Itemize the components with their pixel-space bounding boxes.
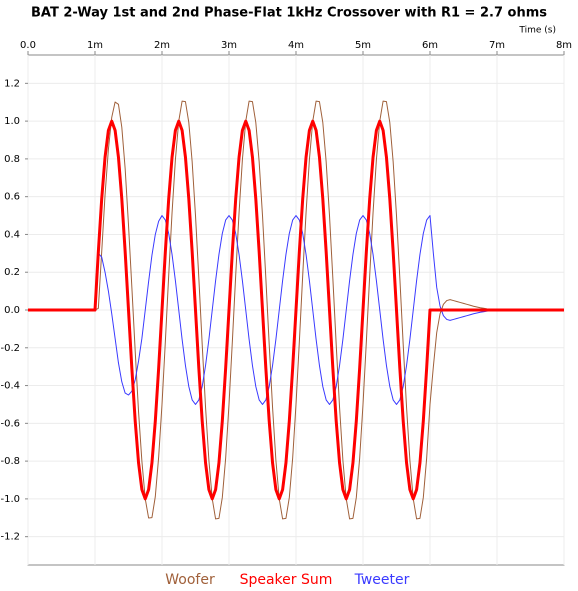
series-line	[28, 100, 564, 520]
y-tick-label: -0.4	[0, 381, 20, 392]
legend-label: Speaker Sum	[240, 572, 333, 588]
chart-title: BAT 2-Way 1st and 2nd Phase-Flat 1kHz Cr…	[31, 6, 547, 21]
x-tick-label: 8m	[556, 40, 572, 51]
y-tick-label: 0.4	[4, 229, 20, 240]
x-tick-label: 0.0	[20, 40, 36, 51]
x-tick-label: 6m	[422, 40, 438, 51]
y-tick-label: 1.0	[4, 116, 20, 127]
x-tick-label: 1m	[87, 40, 103, 51]
y-tick-label: 1.2	[4, 78, 20, 89]
y-tick-label: 0.6	[4, 192, 20, 203]
y-tick-label: -1.0	[0, 494, 20, 505]
series-line	[28, 215, 564, 405]
y-tick-label: 0.2	[4, 267, 20, 278]
x-tick-label: 7m	[489, 40, 505, 51]
x-tick-label: 3m	[221, 40, 237, 51]
y-tick-label: 0.8	[4, 154, 20, 165]
y-tick-label: -1.2	[0, 532, 20, 543]
y-tick-label: -0.2	[0, 343, 20, 354]
y-tick-label: -0.6	[0, 418, 20, 429]
series-line	[28, 119, 564, 501]
y-tick-label: 0.0	[4, 305, 20, 316]
legend-label: Tweeter	[354, 572, 410, 588]
x-axis-label: Time (s)	[518, 26, 556, 36]
legend-label: Woofer	[165, 572, 215, 588]
x-tick-label: 2m	[154, 40, 170, 51]
x-tick-label: 5m	[355, 40, 371, 51]
y-tick-label: -0.8	[0, 456, 20, 467]
x-tick-label: 4m	[288, 40, 304, 51]
